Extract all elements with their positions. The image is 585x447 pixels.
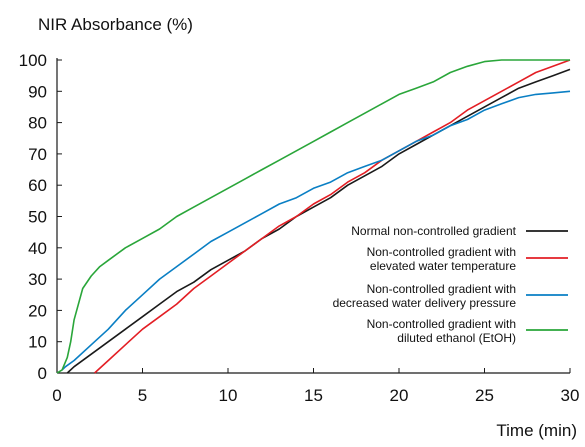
x-tick-label: 25 [475,386,494,405]
x-tick-label: 30 [561,386,580,405]
series-line-3 [61,90,571,371]
series-lines [56,59,571,374]
legend-label: Normal non-controlled gradient [351,224,516,238]
y-tick-label: 90 [28,82,47,101]
y-tick-label: 0 [38,364,47,383]
x-tick-label: 20 [390,386,409,405]
x-tick-label: 0 [52,386,61,405]
legend-label: Non-controlled gradient with [367,282,516,296]
legend-label: Non-controlled gradient with [367,245,516,259]
y-tick-label: 80 [28,114,47,133]
x-axis-title: Time (min) [496,421,577,440]
y-tick-label: 100 [19,51,47,70]
legend-label: elevated water temperature [370,259,516,273]
y-tick-label: 60 [28,176,47,195]
y-tick-label: 20 [28,301,47,320]
x-tick-label: 5 [138,386,147,405]
y-tick-label: 40 [28,239,47,258]
y-tick-label: 70 [28,145,47,164]
y-tick-label: 10 [28,333,47,352]
y-tick-label: 30 [28,270,47,289]
x-tick-label: 15 [304,386,323,405]
series-line-1 [66,68,571,374]
series-line-4 [56,59,570,374]
legend: Normal non-controlled gradient Non-contro… [333,224,568,345]
y-axis-title: NIR Absorbance (%) [38,15,193,34]
axes: 0 10 20 30 40 50 60 70 80 90 100 0 5 10 15 20 25 30 [19,51,580,405]
y-tick-label: 50 [28,208,47,227]
legend-label: diluted ethanol (EtOH) [397,331,516,345]
legend-label: Non-controlled gradient with [367,317,516,331]
series-line-2 [94,59,571,374]
legend-label: decreased water delivery pressure [333,296,517,310]
x-tick-label: 10 [219,386,238,405]
